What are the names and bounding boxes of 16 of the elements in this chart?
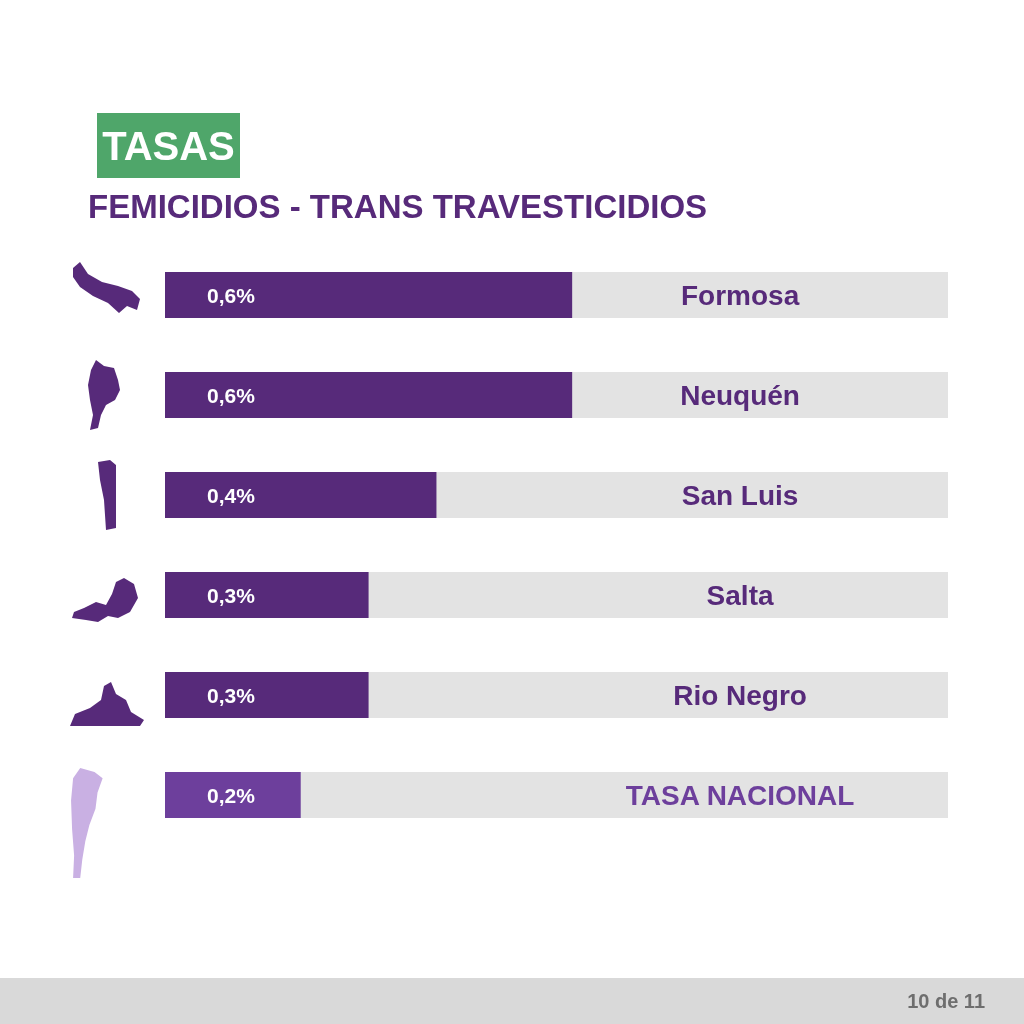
text: 10 de 11 [907, 990, 985, 1012]
y-tick-label: Formosa [680, 280, 800, 312]
data-label: 0,4% [207, 483, 256, 507]
bar [165, 772, 301, 818]
data-label: 0,3% [207, 583, 256, 607]
y-tick-label: Neuquén [680, 380, 800, 412]
chart-subtitle: FEMICIDIOS - TRANS TRAVESTICIDIOS [88, 188, 708, 225]
data-label: 0,2% [207, 783, 256, 807]
y-tick-label: TASA NACIONAL [625, 780, 855, 812]
y-tick-label: Salta [706, 580, 774, 612]
data-label: 0,3% [207, 683, 256, 707]
data-label: 0,6% [207, 283, 256, 307]
chart-title: TASAS [102, 124, 235, 169]
data-label: 0,6% [207, 383, 256, 407]
y-tick-label: San Luis [681, 480, 799, 512]
y-tick-label: Rio Negro [673, 680, 807, 712]
